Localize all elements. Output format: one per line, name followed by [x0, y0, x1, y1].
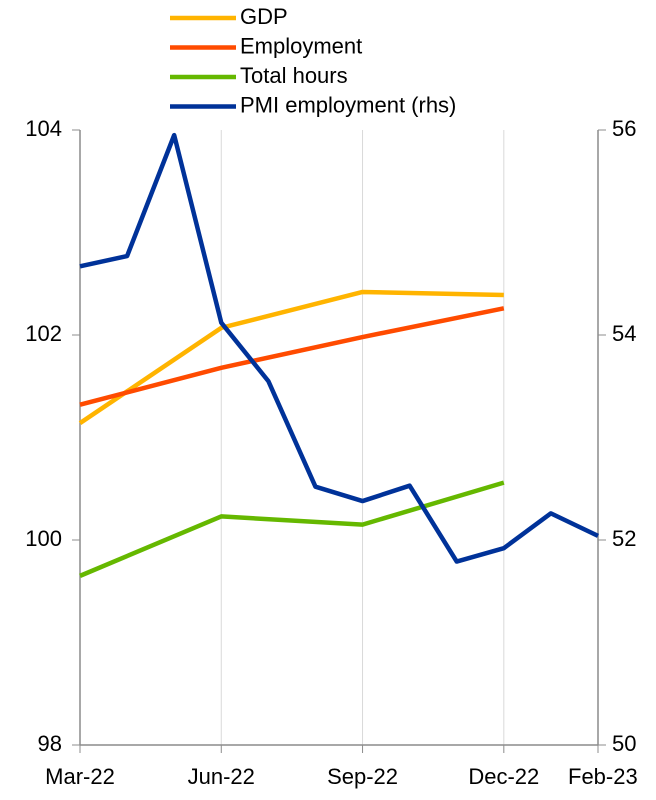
x-tick-label: Sep-22	[327, 764, 398, 789]
y2-tick-label: 54	[612, 321, 636, 346]
series-line	[79, 480, 505, 578]
legend-label: Employment	[240, 33, 362, 58]
legend-label: Total hours	[240, 63, 348, 88]
legend-label: GDP	[240, 4, 288, 29]
x-tick-label: Feb-23	[568, 764, 638, 789]
y-tick-label: 102	[25, 321, 62, 346]
x-tick-label: Dec-22	[468, 764, 539, 789]
y2-tick-label: 56	[612, 116, 636, 141]
x-tick-label: Jun-22	[188, 764, 255, 789]
y2-tick-label: 52	[612, 526, 636, 551]
series-line	[79, 306, 505, 407]
series-line	[78, 289, 504, 426]
legend-label: PMI employment (rhs)	[240, 92, 456, 117]
y-tick-label: 98	[38, 731, 62, 756]
y-tick-label: 100	[25, 526, 62, 551]
x-tick-label: Mar-22	[45, 764, 115, 789]
y2-tick-label: 50	[612, 731, 636, 756]
series-line	[79, 132, 599, 564]
y-tick-label: 104	[25, 116, 62, 141]
